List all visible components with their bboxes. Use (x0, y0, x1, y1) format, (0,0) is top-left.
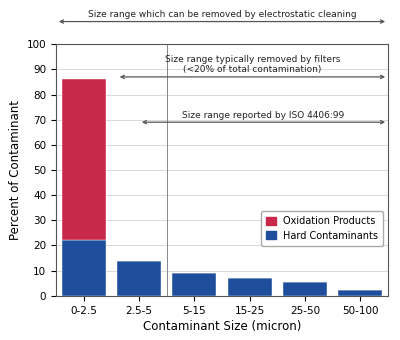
Bar (62, 80, 106, 240)
Bar (117, 260, 161, 296)
Bar (172, 273, 216, 296)
Y-axis label: Percent of Contaminant: Percent of Contaminant (10, 100, 22, 240)
X-axis label: Contaminant Size (micron): Contaminant Size (micron) (143, 320, 301, 333)
Bar (338, 290, 382, 296)
Bar (228, 278, 272, 296)
Text: Size range which can be removed by electrostatic cleaning: Size range which can be removed by elect… (88, 10, 356, 19)
Text: Size range typically removed by filters
(<20% of total contamination): Size range typically removed by filters … (165, 55, 340, 74)
Bar (62, 240, 106, 296)
Text: Size range reported by ISO 4406:99: Size range reported by ISO 4406:99 (182, 111, 345, 120)
Bar (283, 282, 327, 296)
Legend: Oxidation Products, Hard Contaminants: Oxidation Products, Hard Contaminants (261, 211, 383, 246)
